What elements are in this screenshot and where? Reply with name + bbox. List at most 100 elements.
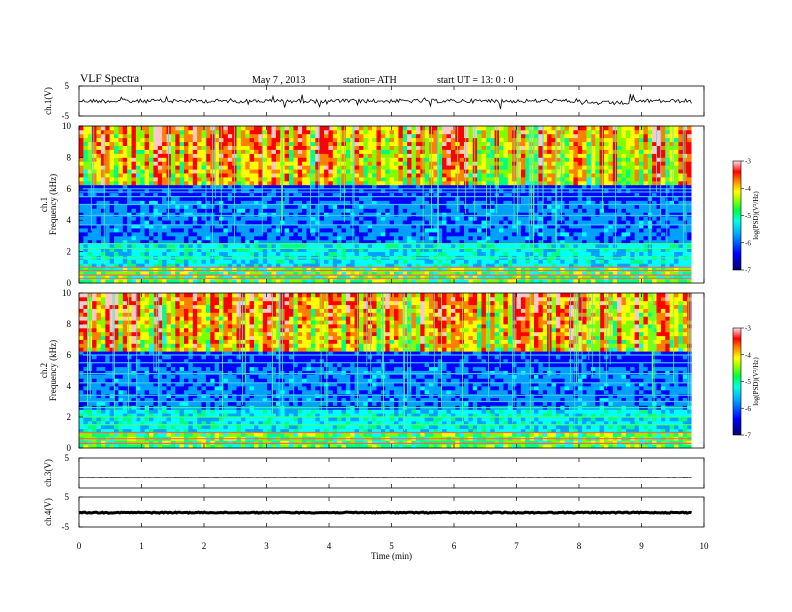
spectrogram-cell (534, 173, 539, 178)
spectrogram-cell (582, 192, 587, 197)
spectrogram-cell (162, 126, 167, 131)
spectrogram-cell (529, 200, 535, 205)
spectrogram-cell (398, 212, 404, 217)
spectrogram-cell (170, 157, 176, 162)
spectrogram-cell (87, 169, 93, 174)
spectrogram-cell (464, 220, 469, 225)
spectrogram-cell (477, 243, 482, 249)
spectrogram-cell (490, 149, 496, 154)
spectrogram-cell (262, 126, 268, 131)
spectrogram-cell (258, 129, 264, 135)
spectrogram-cell (472, 235, 478, 241)
spectrogram-cell (170, 184, 176, 190)
spectrogram-cell (459, 145, 465, 150)
spectrogram-cell (341, 263, 347, 268)
spectrogram-cell (398, 224, 404, 229)
spectrogram-cell (551, 232, 557, 237)
spectrogram-cell (367, 263, 373, 268)
spectrogram-cell (135, 141, 141, 146)
spectrogram-cell (608, 212, 614, 217)
spectrogram-cell (284, 263, 290, 268)
spectrogram-cell (525, 145, 531, 150)
spectrogram-cell (472, 224, 478, 229)
spectrogram-cell (289, 267, 294, 272)
spectrogram-cell (345, 247, 351, 252)
spectrogram-cell (415, 212, 421, 217)
spectrogram-cell (590, 259, 596, 264)
spectrogram-cell (118, 157, 124, 162)
spectrogram-cell (153, 196, 159, 201)
spectrogram-cell (345, 232, 351, 237)
spectrogram-cell (92, 149, 97, 154)
spectrogram-cell (302, 157, 307, 162)
spectrogram-cell (105, 169, 111, 174)
spectrogram-cell (481, 208, 487, 213)
spectrogram-cell (192, 177, 198, 182)
spectrogram-cell (424, 126, 430, 131)
spectrogram-cell (118, 149, 124, 154)
spectrogram-cell (394, 133, 399, 139)
spectrogram-cell (114, 165, 119, 170)
spectrogram-cell (79, 279, 84, 284)
spectrogram-cell (254, 271, 259, 276)
spectrogram-cell (297, 275, 303, 280)
spectrogram-cell (464, 263, 469, 268)
spectrogram-cell (420, 153, 426, 158)
spectrogram-cell (293, 180, 299, 186)
spectrogram-cell (114, 232, 119, 237)
spectrogram-cell (560, 177, 566, 182)
spectrogram-cell (380, 180, 386, 186)
spectrogram-cell (516, 235, 522, 241)
spectrogram-cell (96, 169, 102, 174)
spectrogram-cell (179, 228, 185, 233)
spectrogram-cell (267, 216, 272, 221)
spectrogram-cell (114, 220, 119, 225)
spectrogram-cell (105, 275, 111, 280)
spectrogram-cell (437, 196, 443, 201)
spectrogram-cell (153, 251, 159, 256)
spectrogram-cell (437, 188, 443, 194)
spectrogram-cell (92, 275, 97, 280)
spectrogram-cell (249, 192, 255, 197)
spectrogram-cell (271, 247, 277, 252)
spectrogram-cell (297, 133, 303, 139)
spectrogram-cell (162, 133, 167, 139)
spectrogram-cell (372, 208, 377, 213)
spectrogram-cell (240, 149, 246, 154)
spectrogram-cell (144, 192, 150, 197)
spectrogram-cell (197, 192, 202, 197)
spectrogram-cell (114, 228, 119, 233)
spectrogram-cell (464, 145, 469, 150)
spectrogram-cell (87, 263, 93, 268)
spectrogram-cell (507, 180, 513, 186)
spectrogram-cell (284, 247, 290, 252)
spectrogram-cell (464, 141, 469, 146)
spectrogram-cell (92, 145, 97, 150)
spectrogram-cell (201, 220, 207, 225)
spectrogram-cell (529, 184, 535, 190)
spectrogram-cell (267, 145, 272, 150)
spectrogram-cell (477, 129, 482, 135)
spectrogram-cell (254, 204, 259, 209)
spectrogram-cell (590, 153, 596, 158)
spectrogram-cell (363, 247, 369, 252)
spectrogram-cell (100, 232, 106, 237)
spectrogram-cell (534, 275, 539, 280)
spectrogram-cell (293, 204, 299, 209)
spectrogram-cell (555, 232, 561, 237)
spectrogram-cell (262, 263, 268, 268)
spectrogram-cell (310, 216, 316, 221)
spectrogram-cell (538, 141, 544, 146)
spectrogram-cell (503, 165, 509, 170)
spectrogram-cell (604, 180, 609, 186)
spectrogram-cell (293, 220, 299, 225)
spectrogram-cell (481, 271, 487, 276)
spectrogram-cell (83, 184, 89, 190)
spectrogram-cell (83, 232, 89, 237)
spectrogram-cell (547, 232, 552, 237)
spectrogram-cell (337, 129, 342, 135)
spectrogram-cell (188, 196, 194, 201)
spectrogram-cell (420, 137, 426, 143)
spectrogram-cell (442, 259, 447, 264)
spectrogram-cell (227, 216, 233, 221)
